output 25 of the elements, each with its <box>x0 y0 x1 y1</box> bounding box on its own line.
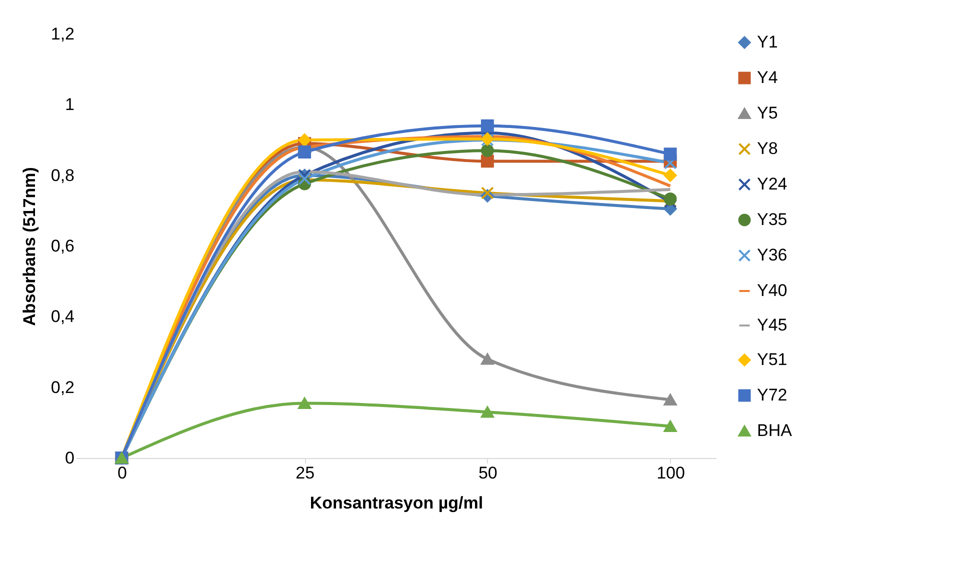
legend-label: Y8 <box>757 139 778 158</box>
legend-label: Y24 <box>757 174 788 194</box>
legend-label: Y72 <box>757 386 788 404</box>
legend-label: Y36 <box>757 246 788 264</box>
y-tick-label: 0,8 <box>50 166 74 185</box>
y-tick-label: 1,2 <box>50 24 74 44</box>
y-tick-label: 0 <box>65 448 74 468</box>
x-tick-label: 50 <box>478 464 498 482</box>
legend-label: Y35 <box>757 210 788 229</box>
y-tick-label: 0,6 <box>50 236 74 256</box>
y-tick-label: 0,2 <box>50 378 74 397</box>
y-tick-label: 0,4 <box>50 307 74 326</box>
x-tick-label: 100 <box>656 464 685 482</box>
legend-label: Y45 <box>757 316 788 334</box>
legend-label: Y40 <box>757 281 788 300</box>
x-tick-label: 0 <box>117 464 127 482</box>
x-tick-label: 25 <box>296 464 315 482</box>
legend-label: Y4 <box>757 68 778 87</box>
legend-label: BHA <box>757 421 793 440</box>
legend-label: Y1 <box>757 32 778 52</box>
legend-label: Y5 <box>757 104 778 122</box>
y-tick-label: 1 <box>65 95 74 114</box>
x-axis-title: Konsantrasyon µg/ml <box>310 494 484 512</box>
legend-label: Y51 <box>757 350 788 369</box>
y-axis-title: Absorbans (517nm) <box>20 167 39 326</box>
